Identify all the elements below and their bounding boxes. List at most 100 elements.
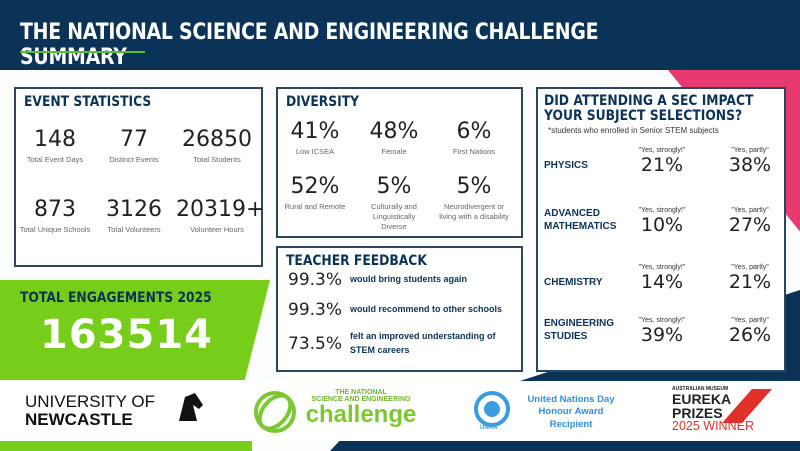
feedback-row: 99.3% would recommend to other schools <box>288 300 510 320</box>
event-statistics-panel: EVENT STATISTICS 148 Total Event Days 77 Di… <box>14 87 265 267</box>
strongly-answer: "Yes, strongly!" 14% <box>622 264 702 293</box>
diversity-stat: 5% Neurodivergent or living with a disabi… <box>433 174 515 222</box>
united-nations-day-logo: UNAA United Nations Day Honour Award Rec… <box>472 387 632 437</box>
green-band <box>0 280 270 380</box>
stat-value: 3126 <box>106 197 162 222</box>
stat-value: 20319+ <box>176 197 265 222</box>
logo-text: Recipient <box>549 418 593 430</box>
event-stat: 873 Total Unique Schools <box>14 197 96 235</box>
eureka-prizes-logo: AUSTRALIAN MUSEUM EUREKA PRIZES 2025 WIN… <box>672 387 782 437</box>
logo-text: PRIZES <box>672 405 723 421</box>
logo-text: THE NATIONAL <box>335 389 387 396</box>
stat-label: Total Event Days <box>26 155 84 164</box>
feedback-label: felt an improved understanding of STEM c… <box>350 331 496 355</box>
partly-value: 27% <box>728 214 772 236</box>
impact-note: *students who enrolled in Senior STEM su… <box>548 126 719 135</box>
partly-answer: "Yes, partly" 21% <box>710 264 790 293</box>
diversity-heading: DIVERSITY <box>286 94 360 110</box>
impact-heading-line: DID ATTENDING A SEC IMPACT <box>544 93 754 109</box>
strongly-value: 21% <box>640 154 684 176</box>
partly-value: 38% <box>728 154 772 176</box>
strongly-answer: "Yes, strongly!" 10% <box>622 207 702 236</box>
page-title: THE NATIONAL SCIENCE AND ENGINEERING CHA… <box>20 20 599 70</box>
feedback-value: 99.3% <box>288 300 343 320</box>
partly-value: 26% <box>728 324 772 346</box>
logo-text: UNIVERSITY OF <box>25 392 156 411</box>
strongly-label: "Yes, strongly!" <box>638 147 686 154</box>
logo-text: EUREKA <box>672 391 732 407</box>
stat-label: Neurodivergent or living with a disabili… <box>439 202 509 222</box>
feedback-label: would recommend to other schools <box>350 304 503 315</box>
teacher-feedback-heading: TEACHER FEEDBACK <box>286 253 427 269</box>
strongly-value: 14% <box>640 271 684 293</box>
logo-text: United Nations Day <box>527 394 615 405</box>
header <box>0 0 800 70</box>
stat-label: Female <box>381 147 407 156</box>
total-engagements-value: 163514 <box>40 312 213 358</box>
stat-label: Total Volunteers <box>107 225 161 234</box>
partly-label: "Yes, partly" <box>731 207 769 214</box>
stat-label: Distinct Events <box>109 155 159 164</box>
total-engagements-label: TOTAL ENGAGEMENTS 2025 <box>20 290 212 306</box>
strongly-answer: "Yes, strongly!" 39% <box>622 317 702 346</box>
subject-name: ENGINEERING STUDIES <box>544 318 615 342</box>
strongly-label: "Yes, strongly!" <box>638 317 686 324</box>
strongly-value: 10% <box>640 214 684 236</box>
diversity-stat: 6% First Nations <box>433 119 515 157</box>
logo-text: AUSTRALIAN MUSEUM <box>672 386 729 392</box>
feedback-row: 99.3% would bring students again <box>288 270 510 290</box>
strongly-label: "Yes, strongly!" <box>638 264 686 271</box>
stat-label: Low ICSEA <box>295 147 335 156</box>
subject-name: CHEMISTRY <box>544 277 603 288</box>
bottom-green-bar <box>0 441 252 451</box>
sec-rings-icon <box>254 391 296 433</box>
diversity-stat: 41% Low ICSEA <box>274 119 356 157</box>
stat-value: 5% <box>376 174 412 199</box>
stat-value: 77 <box>120 127 148 152</box>
strongly-answer: "Yes, strongly!" 21% <box>622 147 702 176</box>
logo-text: challenge <box>305 401 417 428</box>
stat-value: 5% <box>456 174 492 199</box>
stat-label: Culturally and Linguistically Diverse <box>371 202 417 232</box>
feedback-value: 99.3% <box>288 270 343 290</box>
logo-text: SCIENCE AND ENGINEERING <box>311 396 411 403</box>
un-emblem-text: UNAA <box>480 425 498 431</box>
partly-label: "Yes, partly" <box>731 147 769 154</box>
diversity-panel: DIVERSITY 41% Low ICSEA 48% Female 6% First N… <box>276 87 523 238</box>
logo-strip <box>0 381 800 441</box>
stat-value: 52% <box>290 174 340 199</box>
subject-impact-panel: DID ATTENDING A SEC IMPACT YOUR SUBJECT … <box>536 87 786 372</box>
partly-label: "Yes, partly" <box>731 317 769 324</box>
stat-label: First Nations <box>452 147 496 156</box>
feedback-value: 73.5% <box>288 333 343 354</box>
logo-text: Honour Award <box>538 406 604 418</box>
horse-head-icon <box>179 393 203 421</box>
sec-logo: THE NATIONAL SCIENCE AND ENGINEERING cha… <box>250 387 420 437</box>
event-stat: 77 Distinct Events <box>93 127 175 165</box>
logo-text: 2025 WINNER <box>672 419 754 433</box>
stat-value: 873 <box>34 197 76 222</box>
stat-label: Volunteer Hours <box>190 225 244 234</box>
eureka-slash-icon <box>722 389 772 423</box>
bottom-navy-bar <box>330 441 800 451</box>
diversity-stat: 52% Rural and Remote <box>274 174 356 212</box>
title-underline <box>20 51 145 53</box>
partly-answer: "Yes, partly" 26% <box>710 317 790 346</box>
impact-heading: DID ATTENDING A SEC IMPACT YOUR SUBJECT … <box>544 93 754 125</box>
strongly-label: "Yes, strongly!" <box>638 207 686 214</box>
university-of-newcastle-logo: UNIVERSITY OF NEWCASTLE <box>25 387 203 437</box>
event-stat: 26850 Total Students <box>176 127 258 165</box>
strongly-value: 39% <box>640 324 684 346</box>
stat-value: 6% <box>456 119 492 144</box>
stat-value: 48% <box>369 119 419 144</box>
impact-heading-line: YOUR SUBJECT SELECTIONS? <box>544 108 743 125</box>
partly-answer: "Yes, partly" 38% <box>710 147 790 176</box>
diversity-stat: 5% Culturally and Linguistically Diverse <box>353 174 435 232</box>
stat-label: Total Students <box>193 155 241 164</box>
event-stat: 20319+ Volunteer Hours <box>176 197 265 235</box>
subject-name: PHYSICS <box>544 160 588 171</box>
partly-value: 21% <box>728 271 772 293</box>
un-emblem-icon <box>474 391 510 427</box>
feedback-row: 73.5% felt an improved understanding of S… <box>288 330 510 357</box>
partly-label: "Yes, partly" <box>731 264 769 271</box>
